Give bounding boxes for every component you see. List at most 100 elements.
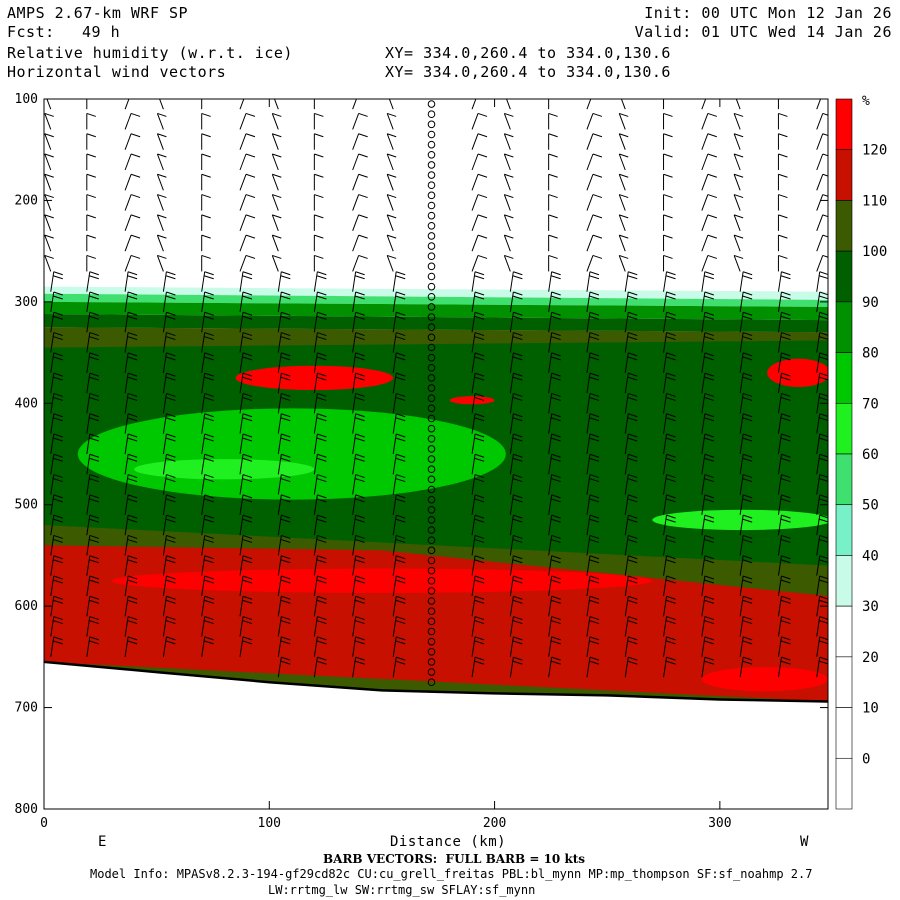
rh-patch-60-4 (134, 459, 315, 480)
wind-barb-flag (742, 356, 753, 361)
wind-barb-staff (701, 312, 706, 333)
wind-barb-flag (130, 153, 141, 158)
wind-barb-flag (89, 376, 99, 381)
wind-barb-flag (781, 636, 791, 641)
wind-barb-flag (665, 620, 676, 625)
wind-barb-staff (50, 494, 55, 515)
wind-barb-staff (816, 113, 824, 130)
wind-barb-flag (778, 194, 788, 199)
wind-barb-staff (124, 555, 129, 576)
wind-barb-flag (628, 392, 638, 397)
wind-barb-flag (627, 579, 638, 584)
wind-barb-flag (704, 555, 714, 560)
wind-barb-flag (513, 656, 523, 661)
wind-barb-staff (50, 332, 55, 353)
wind-barb-flag (166, 616, 176, 621)
wind-barb-flag (355, 433, 365, 438)
wind-barb-flag (819, 433, 828, 438)
wind-barb-flag (474, 376, 485, 381)
wind-barb-flag (53, 620, 63, 625)
wind-barb-flag (477, 133, 488, 138)
wind-barb-staff (777, 596, 782, 617)
wind-barb-flag (130, 194, 141, 199)
wind-barb-staff (50, 596, 55, 617)
wind-barb-flag (53, 315, 63, 320)
wind-barb-flag (316, 437, 327, 442)
wind-barb-flag (818, 356, 828, 361)
wind-barb-flag (166, 474, 176, 479)
wind-barb-staff (239, 174, 247, 191)
wind-barb-flag (513, 595, 523, 600)
wind-barb-staff (739, 494, 744, 515)
wind-barb-flag (166, 392, 176, 397)
wind-barb-flag (592, 112, 603, 117)
wind-barb-flag (550, 498, 561, 503)
wind-barb-flag (663, 153, 673, 158)
wind-barb-flag (280, 336, 291, 341)
wind-barb-staff (50, 312, 55, 333)
wind-barb-staff (586, 555, 591, 576)
wind-barb-staff (548, 373, 553, 394)
wind-barb-staff (156, 133, 164, 150)
model-title: AMPS 2.67-km WRF SP (7, 4, 189, 22)
wind-barb-flag (354, 275, 365, 280)
wind-barb-staff (392, 535, 397, 556)
wind-barb-flag (354, 457, 365, 462)
wind-barb-flag (272, 112, 282, 117)
wind-barb-staff (201, 352, 206, 373)
wind-barb-flag (127, 332, 138, 337)
wind-barb-flag (396, 494, 406, 499)
wind-barb-flag (204, 311, 214, 316)
wind-barb-flag (53, 392, 63, 397)
wind-barb-flag (512, 437, 523, 442)
wind-barb-staff (509, 535, 514, 556)
wind-barb-flag (355, 636, 365, 641)
wind-barb-flag (742, 457, 753, 462)
wind-barb-flag (781, 514, 791, 519)
wind-barb-staff (663, 433, 668, 455)
wind-barb-flag (513, 413, 523, 418)
calm-wind-marker (427, 455, 436, 463)
wind-barb-flag (316, 660, 327, 665)
wind-barb-flag (127, 336, 138, 341)
wind-barb-flag (551, 514, 561, 519)
wind-barb-staff (586, 352, 591, 373)
wind-barb-flag (704, 376, 714, 381)
wind-barb-staff (548, 575, 553, 597)
wind-barb-flag (354, 396, 365, 401)
wind-barb-flag (513, 352, 523, 357)
y-tick-label: 400 (15, 396, 38, 411)
calm-wind-marker (427, 414, 436, 423)
wind-barb-flag (127, 457, 138, 462)
wind-barb-flag (242, 534, 253, 539)
wind-barb-flag (317, 453, 327, 458)
colorbar-label: 70 (862, 396, 879, 412)
wind-barb-staff (352, 616, 357, 637)
wind-barb-flag (53, 457, 63, 462)
wind-barb-staff (86, 454, 91, 475)
wind-barb-flag (157, 153, 167, 158)
wind-barb-flag (551, 291, 561, 296)
wind-barb-flag (396, 616, 406, 621)
wind-barb-flag (819, 494, 828, 499)
wind-barb-flag (819, 514, 828, 519)
wind-barb-flag (87, 93, 96, 96)
wind-barb-staff (239, 133, 247, 150)
wind-barb-staff (739, 352, 744, 373)
wind-barb-flag (317, 656, 327, 661)
wind-barb-flag (589, 352, 600, 357)
wind-barb-staff (124, 291, 129, 313)
wind-barb-flag (272, 173, 282, 178)
wind-barb-flag (355, 534, 365, 539)
wind-barb-flag (592, 194, 603, 199)
wind-barb-staff (509, 515, 514, 536)
wind-barb-flag (165, 498, 176, 503)
wind-barb-staff (509, 373, 514, 394)
wind-barb-staff (352, 312, 357, 333)
wind-barb-staff (124, 352, 129, 373)
wind-barb-flag (818, 498, 828, 503)
wind-barb-flag (242, 474, 253, 479)
wind-barb-flag (280, 437, 291, 442)
wind-barb-staff (586, 657, 591, 678)
wind-barb-flag (89, 396, 99, 401)
